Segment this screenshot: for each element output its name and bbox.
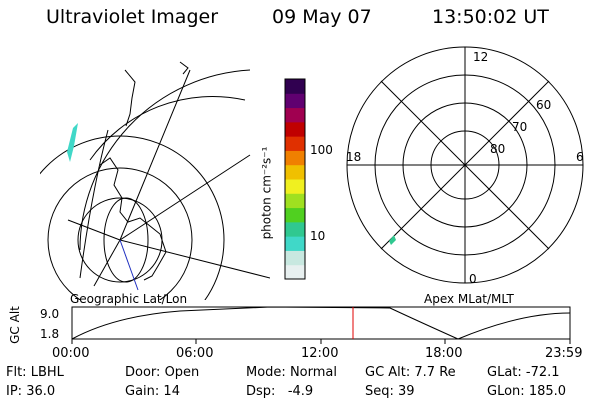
geographic-map-label: Geographic Lat/Lon [70, 292, 188, 306]
aurora-blob [389, 235, 396, 245]
ip-status: IP: 36.0 [6, 384, 56, 399]
meridian-3 [119, 239, 270, 279]
flt-value: LBHL [30, 365, 64, 380]
geographic-map [40, 61, 270, 300]
dsp-value: -4.9 [287, 384, 314, 399]
glon-value: 185.0 [528, 384, 567, 399]
x-tick-label-0000: 00:00 [52, 346, 90, 361]
polar-plot: 12 18 6 0 60 70 80 [346, 46, 584, 286]
map-limb-arc [79, 129, 109, 279]
mlt-label-0: 0 [469, 272, 477, 286]
meridian-1 [119, 69, 191, 241]
coastline-antarctica [99, 157, 167, 281]
gain-value: 14 [163, 384, 180, 399]
instrument-title: Ultraviolet Imager [46, 6, 219, 28]
colorbar-tick-10: 10 [310, 229, 326, 243]
x-tick-label-0600: 06:00 [176, 346, 214, 361]
coastline-island [179, 61, 189, 75]
colorbar-stripe [285, 264, 305, 280]
mlt-label-6: 6 [576, 150, 584, 164]
seq-status: Seq: 39 [365, 384, 415, 399]
altitude-curve [71, 306, 571, 340]
lat-circle-4 [47, 167, 193, 300]
altitude-ylabel: GC Alt [7, 306, 22, 344]
door-status: Door: Open [125, 365, 200, 380]
colorbar-stripe [285, 236, 305, 251]
colorbar-stripe [285, 121, 305, 137]
ip-value: 36.0 [26, 384, 56, 399]
lat-label-60: 60 [536, 98, 551, 112]
colorbar [284, 78, 306, 280]
colorbar-stripe [285, 150, 305, 166]
x-tick-label-2359: 23:59 [545, 346, 583, 361]
colorbar-stripe [285, 79, 305, 94]
colorbar-stripe [285, 93, 305, 109]
glat-value: -72.1 [525, 365, 560, 380]
mode-status: Mode: Normal [246, 365, 337, 380]
meridian-5 [93, 239, 121, 287]
gcalt-status: GC Alt: 7.7 Re [365, 365, 456, 380]
mlt-label-12: 12 [473, 50, 488, 64]
x-tick-label-1800: 18:00 [425, 346, 463, 361]
dsp-status: Dsp: -4.9 [246, 384, 314, 399]
apex-map-label: Apex MLat/MLT [424, 292, 514, 306]
door-value: Open [164, 365, 200, 380]
lat-circle-6 [103, 197, 149, 283]
flt-status: Flt: LBHL [6, 365, 64, 380]
lat-label-70: 70 [512, 120, 527, 134]
altitude-ytick-9: 9.0 [40, 307, 60, 321]
lat-circle-2 [79, 69, 251, 251]
satellite-track [119, 239, 139, 291]
meridian-4 [67, 219, 121, 241]
mlt-label-18: 18 [346, 150, 361, 164]
colorbar-stripe [285, 193, 305, 209]
colorbar-unit-label: photon cm⁻²s⁻¹ [259, 146, 274, 240]
glon-status: GLon: 185.0 [487, 384, 567, 399]
seq-value: 39 [398, 384, 415, 399]
coastline-south-america [124, 69, 136, 127]
glat-status: GLat: -72.1 [487, 365, 560, 380]
date-label: 09 May 07 [272, 6, 372, 28]
mode-value: Normal [289, 365, 337, 380]
time-label: 13:50:02 UT [432, 6, 549, 28]
meridian-2 [119, 154, 251, 241]
colorbar-stripe [285, 107, 305, 123]
colorbar-stripe [285, 207, 305, 223]
colorbar-stripe [285, 164, 305, 180]
colorbar-tick-100: 100 [310, 143, 333, 157]
colorbar-stripe [285, 136, 305, 151]
lat-circle-3 [40, 135, 225, 300]
altitude-plot [71, 306, 571, 344]
polar-diagonal-2 [380, 80, 550, 250]
lat-label-80: 80 [490, 142, 505, 156]
gcalt-value: 7.7 Re [414, 365, 456, 380]
x-tick-label-1200: 12:00 [301, 346, 339, 361]
aurora-patch [67, 123, 78, 162]
colorbar-stripe [285, 250, 305, 266]
altitude-plot-frame [71, 306, 571, 340]
altitude-ytick-1-8: 1.8 [40, 327, 60, 341]
colorbar-stripe [285, 221, 305, 237]
gain-status: Gain: 14 [125, 384, 180, 399]
colorbar-frame [284, 78, 306, 280]
lat-circle-1 [89, 95, 246, 161]
colorbar-stripe [285, 179, 305, 194]
